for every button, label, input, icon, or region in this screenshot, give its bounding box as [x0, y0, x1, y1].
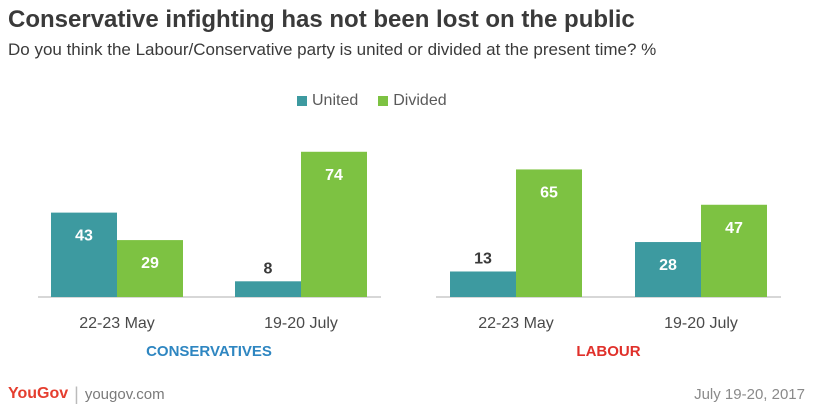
- data-label: 29: [141, 255, 159, 272]
- data-label: 8: [264, 260, 273, 277]
- bar-divided: [701, 204, 767, 297]
- yougov-logo: YouGov: [8, 385, 69, 402]
- bar-divided: [301, 151, 367, 297]
- chart-title: Conservative infighting has not been los…: [8, 6, 635, 33]
- x-tick-label: 22-23 May: [478, 315, 554, 332]
- survey-date: July 19-20, 2017: [694, 386, 805, 403]
- bar-united: [51, 212, 117, 297]
- legend-swatch-divided: [378, 96, 389, 106]
- bar-chart: 43 29 22-23 May 8 74 19-20 July 13 65 22-23 May 2…: [38, 151, 781, 360]
- legend-item-united: United: [297, 92, 358, 110]
- data-label: 65: [540, 184, 558, 201]
- data-label: 47: [725, 220, 743, 237]
- chart-subtitle: Do you think the Labour/Conservative par…: [8, 40, 657, 59]
- group-label: LABOUR: [576, 343, 640, 360]
- data-label: 13: [474, 250, 492, 267]
- legend-item-divided: Divided: [378, 92, 447, 110]
- data-label: 43: [75, 228, 93, 245]
- data-label: 28: [659, 257, 677, 274]
- group-label: CONSERVATIVES: [146, 343, 272, 360]
- brand-separator: |: [74, 384, 79, 404]
- x-tick-label: 19-20 July: [664, 315, 738, 332]
- legend: United Divided: [297, 92, 447, 110]
- data-label: 74: [325, 167, 343, 184]
- bar-divided: [516, 169, 582, 297]
- x-tick-label: 22-23 May: [79, 315, 155, 332]
- legend-label-divided: Divided: [393, 92, 447, 109]
- legend-swatch-united: [297, 96, 307, 106]
- bar-united: [235, 281, 301, 297]
- bar-united: [635, 242, 701, 297]
- bar-divided: [117, 240, 183, 297]
- x-tick-label: 19-20 July: [264, 315, 338, 332]
- brand-url[interactable]: yougov.com: [84, 385, 165, 403]
- bar-united: [450, 271, 516, 297]
- legend-label-united: United: [312, 92, 359, 109]
- footer-brand: YouGov | yougov.com: [8, 385, 165, 403]
